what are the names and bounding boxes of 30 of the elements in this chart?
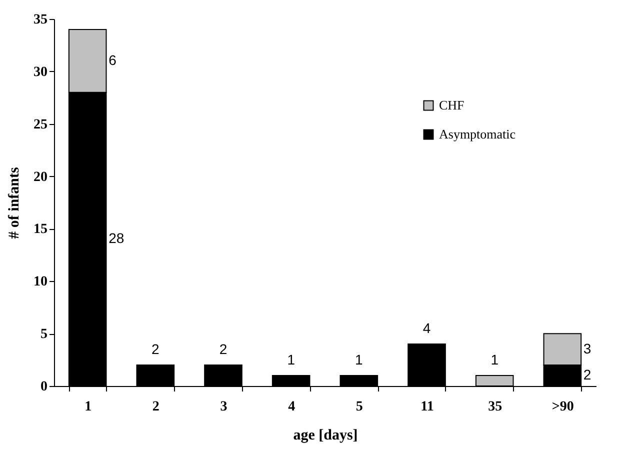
- y-tick-label: 25: [34, 117, 48, 132]
- data-label: 1: [355, 352, 364, 368]
- data-label: 6: [108, 52, 117, 68]
- y-tick-label: 10: [34, 274, 48, 290]
- data-label: 2: [583, 366, 592, 383]
- x-tick-label: 11: [420, 400, 434, 414]
- y-tick-label: 15: [34, 222, 48, 238]
- x-tick-label: 2: [152, 400, 160, 414]
- x-axis-title: age [days]: [293, 428, 358, 444]
- data-label: 2: [219, 341, 228, 358]
- data-label: 1: [490, 352, 499, 368]
- data-label: 1: [287, 352, 296, 368]
- x-tick-label: 3: [220, 400, 228, 414]
- y-axis-title: # of infants: [6, 167, 22, 239]
- data-label: 4: [422, 320, 431, 336]
- x-tick-label: 35: [488, 400, 502, 414]
- y-tick-label: 0: [40, 380, 48, 394]
- x-tick-label: >90: [552, 400, 574, 414]
- legend-label: CHF: [439, 98, 464, 112]
- legend-label: Asymptomatic: [439, 126, 516, 142]
- y-tick-label: 35: [34, 12, 48, 28]
- y-tick-label: 30: [34, 64, 48, 80]
- data-label: 2: [152, 341, 160, 358]
- x-tick-label: 4: [288, 400, 296, 414]
- y-tick-label: 20: [34, 170, 48, 185]
- data-label: 3: [583, 340, 592, 356]
- y-tick-label: 5: [40, 327, 48, 342]
- data-label: 28: [108, 230, 124, 246]
- x-tick-label: 1: [84, 400, 92, 414]
- x-tick-label: 5: [356, 400, 363, 414]
